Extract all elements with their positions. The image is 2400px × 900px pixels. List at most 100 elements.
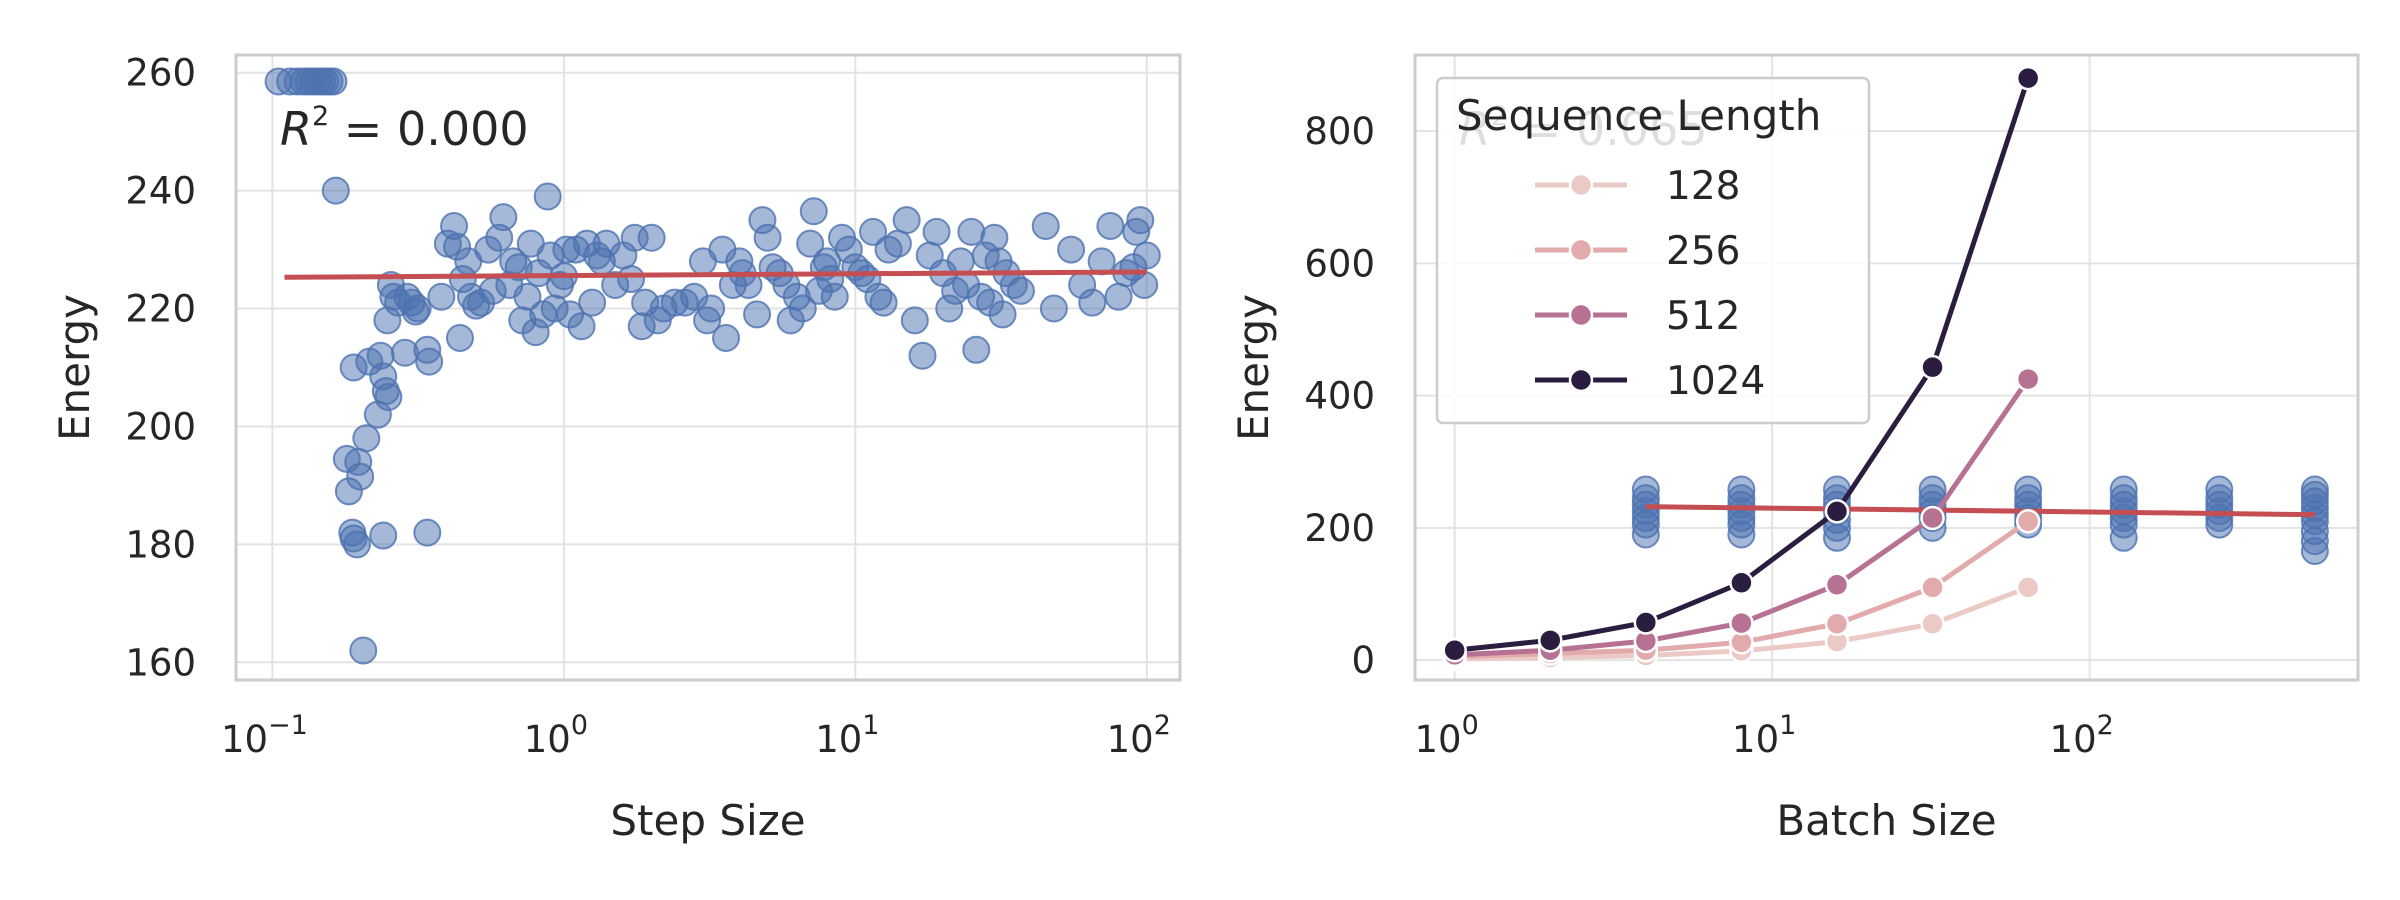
scatter-point xyxy=(1126,206,1155,235)
series-marker-1024 xyxy=(1920,354,1945,380)
x-tick-label-exp: 1 xyxy=(862,710,879,741)
scatter-point xyxy=(445,324,474,353)
scatter-point xyxy=(2300,475,2329,504)
scatter-point xyxy=(637,223,666,252)
scatter-point xyxy=(908,341,937,370)
scatter-point xyxy=(1631,475,1660,504)
y-tick-label: 0 xyxy=(1351,639,1375,682)
scatter-point xyxy=(617,265,646,294)
y-tick-label: 600 xyxy=(1304,242,1375,285)
scatter-point xyxy=(346,462,375,491)
x-tick-label-exp: 0 xyxy=(571,710,588,741)
x-tick-label-base: 10 xyxy=(524,718,571,761)
legend: Sequence Length 128 256 512 1024 xyxy=(1435,76,1871,425)
scatter-point xyxy=(342,530,371,559)
scatter-point xyxy=(319,67,348,96)
legend-label-128: 128 xyxy=(1666,164,1740,209)
scatter-point xyxy=(788,294,817,323)
scatter-point xyxy=(1078,288,1107,317)
x-tick-label: 101 xyxy=(815,710,879,761)
scatter-point xyxy=(1132,241,1161,270)
scatter-point xyxy=(946,247,975,276)
scatter-point xyxy=(900,306,929,335)
scatter-point xyxy=(2109,475,2138,504)
r-squared-exponent: 2 xyxy=(312,101,329,132)
x-tick-label-base: 10 xyxy=(2050,718,2097,761)
scatter-point xyxy=(988,300,1017,329)
scatter-point xyxy=(489,203,518,232)
scatter-point xyxy=(820,282,849,311)
scatter-point xyxy=(415,347,444,376)
scatter-point xyxy=(1096,211,1125,240)
x-tick-label-base: 10 xyxy=(1107,718,1154,761)
legend-label-256: 256 xyxy=(1666,229,1740,274)
y-tick-label: 200 xyxy=(125,405,196,448)
scatter-point xyxy=(859,217,888,246)
plot-frame xyxy=(234,53,1182,682)
scatter-point xyxy=(403,294,432,323)
plot-frame xyxy=(1413,53,2360,682)
x-tick-label: 100 xyxy=(1415,710,1479,761)
scatter-point xyxy=(567,312,596,341)
scatter-point xyxy=(2014,475,2043,504)
series-marker-256 xyxy=(1824,611,1850,637)
scatter-point xyxy=(980,223,1009,252)
series-marker-512 xyxy=(1920,505,1945,531)
scatter-point xyxy=(922,217,951,246)
series-marker-1024 xyxy=(1729,570,1754,596)
scatter-point xyxy=(892,206,921,235)
y-tick-label: 400 xyxy=(1304,375,1375,418)
regression-line xyxy=(1645,504,2315,518)
scatter-point xyxy=(352,424,381,453)
series-marker-512 xyxy=(2015,366,2041,392)
series-marker-512 xyxy=(1729,610,1754,636)
scatter-point xyxy=(1130,270,1159,299)
legend-marker-256 xyxy=(1568,237,1594,263)
legend-label-1024: 1024 xyxy=(1666,359,1765,404)
scatter-point xyxy=(349,636,378,665)
scatter-point xyxy=(957,217,986,246)
series-marker-256 xyxy=(2015,509,2041,534)
scatter-point xyxy=(869,288,898,317)
x-tick-label: 102 xyxy=(1107,710,1171,761)
x-tick-label: 100 xyxy=(524,710,588,761)
legend-label-512: 512 xyxy=(1666,294,1740,339)
x-tick-label-exp: 2 xyxy=(1154,710,1171,741)
scatter-point xyxy=(1057,235,1086,264)
legend-title: Sequence Length xyxy=(1456,91,1821,140)
x-tick-label-base: 10 xyxy=(1415,718,1462,761)
scatter-point xyxy=(1918,475,1947,504)
x-tick-label-base: 10 xyxy=(1732,718,1779,761)
scatter-point xyxy=(427,282,456,311)
x-tick-label-base: 10 xyxy=(221,718,268,761)
scatter-point xyxy=(413,518,442,547)
y-tick-label: 260 xyxy=(125,52,196,95)
legend-marker-1024 xyxy=(1568,367,1594,393)
scatter-point xyxy=(712,324,741,353)
legend-box xyxy=(1435,76,1871,425)
scatter-point xyxy=(796,229,825,258)
scatter-point xyxy=(697,294,726,323)
legend-marker-128 xyxy=(1568,172,1594,198)
x-axis-label: Step Size xyxy=(610,796,805,845)
r-squared-annotation: R2 = 0.000 xyxy=(280,101,529,156)
scatter-point xyxy=(753,223,782,252)
scatter-point xyxy=(1039,294,1068,323)
scatter-point xyxy=(1104,282,1133,311)
legend-marker-512 xyxy=(1568,302,1594,328)
x-tick-label-base: 10 xyxy=(815,718,862,761)
scatter-point xyxy=(1031,211,1060,240)
scatter-point xyxy=(578,288,607,317)
series-marker-128 xyxy=(1920,611,1945,637)
x-tick-label-exp: 2 xyxy=(2097,710,2114,741)
x-axis-label: Batch Size xyxy=(1776,796,1996,845)
x-tick-label: 10−1 xyxy=(221,710,308,761)
y-tick-label: 160 xyxy=(125,641,196,684)
y-axis-label: Energy xyxy=(50,294,99,441)
scatter-point xyxy=(1727,475,1756,504)
y-tick-label: 180 xyxy=(125,523,196,566)
x-tick-label-exp: 0 xyxy=(1462,710,1479,741)
y-tick-label: 200 xyxy=(1304,507,1375,550)
